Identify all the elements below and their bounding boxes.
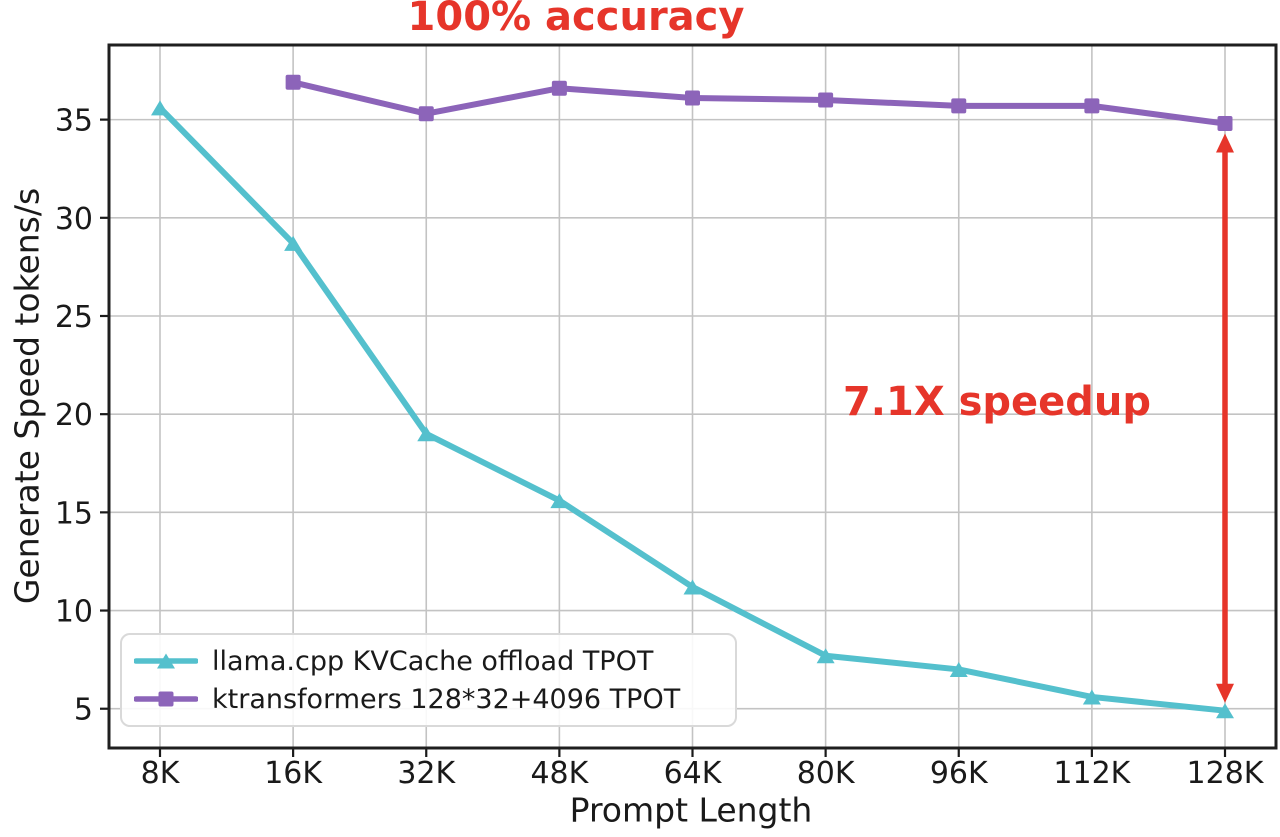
series-0-marker [417, 426, 436, 442]
series-0-marker [284, 235, 303, 251]
series-1-marker [818, 92, 834, 108]
x-tick-label: 80K [797, 756, 856, 791]
x-tick-label: 96K [930, 756, 989, 791]
series-1-marker [1084, 98, 1100, 114]
series-line-1 [290, 79, 1228, 127]
x-tick-label: 128K [1187, 756, 1265, 791]
series-0-marker [816, 648, 835, 664]
series-0-marker [683, 579, 702, 595]
arrow-up-head [1216, 133, 1234, 153]
x-tick-label: 32K [397, 756, 456, 791]
y-axis-label: Generate Speed tokens/s [7, 187, 47, 605]
legend-item-ktransformers: ktransformers 128*32+4096 TPOT [134, 684, 723, 715]
speedup-annotation: 7.1X speedup [842, 379, 1152, 425]
x-axis-label: Prompt Length [569, 790, 813, 830]
x-tick-label: 64K [664, 756, 723, 791]
legend-swatch-1 [134, 691, 198, 707]
legend-label-llamacpp: llama.cpp KVCache offload TPOT [212, 645, 654, 677]
series-1-marker [551, 80, 567, 96]
x-tick-label: 8K [141, 756, 181, 791]
legend: llama.cpp KVCache offload TPOT ktransfor… [120, 633, 737, 727]
legend-item-llamacpp: llama.cpp KVCache offload TPOT [134, 646, 723, 677]
series-0-marker [949, 661, 968, 677]
arrow-down-head [1216, 683, 1234, 703]
x-tick-label: 16K [264, 756, 323, 791]
y-tick-label: 20 [55, 398, 93, 433]
y-tick-label: 25 [55, 300, 93, 335]
y-tick-label: 5 [74, 693, 93, 728]
y-tick-label: 10 [55, 595, 93, 630]
legend-label-ktransformers: ktransformers 128*32+4096 TPOT [212, 683, 681, 715]
series-1-marker [418, 106, 434, 122]
y-tick-label: 15 [55, 496, 93, 531]
legend-swatch-0 [134, 653, 198, 669]
plot-border [107, 43, 1278, 750]
series-0-marker [151, 100, 169, 116]
series-1-marker [951, 98, 967, 114]
y-tick-label: 30 [55, 202, 93, 237]
series-1-marker [285, 74, 301, 90]
x-tick-label: 112K [1053, 756, 1131, 791]
series-1-marker [685, 90, 700, 106]
chart-title: 100% accuracy [407, 0, 745, 40]
legend-marker-sample [157, 653, 175, 669]
y-tick-label: 35 [55, 104, 93, 139]
legend-marker-sample [158, 691, 174, 707]
series-1-marker [1217, 116, 1233, 132]
series-0-marker [1216, 703, 1234, 719]
series-0-marker [1082, 689, 1101, 705]
series-0-marker [550, 493, 569, 509]
x-tick-label: 48K [530, 756, 589, 791]
